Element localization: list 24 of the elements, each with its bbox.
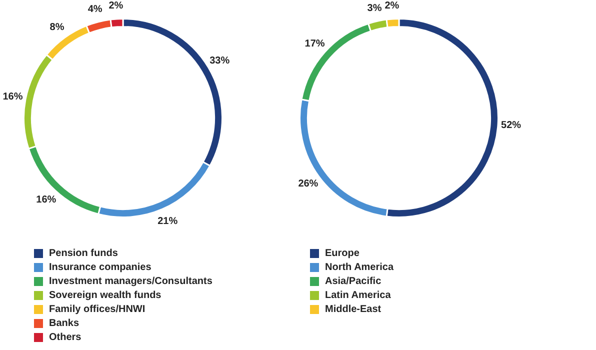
data-label: 2%: [384, 0, 400, 12]
data-label: 52%: [501, 120, 522, 131]
data-label: 26%: [298, 178, 318, 190]
data-label: 33%: [210, 56, 230, 67]
data-label: 3%: [367, 3, 382, 14]
data-label: 17%: [304, 38, 325, 50]
legend-label: Family offices/HNWI: [49, 304, 146, 314]
data-label: 16%: [36, 194, 56, 206]
legend-label: Investment managers/Consultants: [49, 276, 212, 286]
data-label: 16%: [2, 92, 23, 103]
legend-label: Europe: [325, 248, 360, 258]
legend-label: Pension funds: [49, 248, 118, 258]
legend-label: Banks: [49, 318, 80, 328]
legend-label: Others: [49, 332, 82, 342]
data-label: 8%: [50, 22, 64, 33]
legend-label: Latin America: [325, 290, 391, 300]
legend-label: Sovereign wealth funds: [49, 290, 162, 300]
data-label: 2%: [108, 0, 124, 12]
data-label: 21%: [158, 216, 178, 227]
legend-label: Middle-East: [325, 304, 382, 314]
legend-label: Asia/Pacific: [325, 276, 382, 286]
legend-label: North America: [325, 262, 394, 272]
legend-label: Insurance companies: [49, 262, 152, 272]
data-label: 4%: [88, 4, 102, 16]
